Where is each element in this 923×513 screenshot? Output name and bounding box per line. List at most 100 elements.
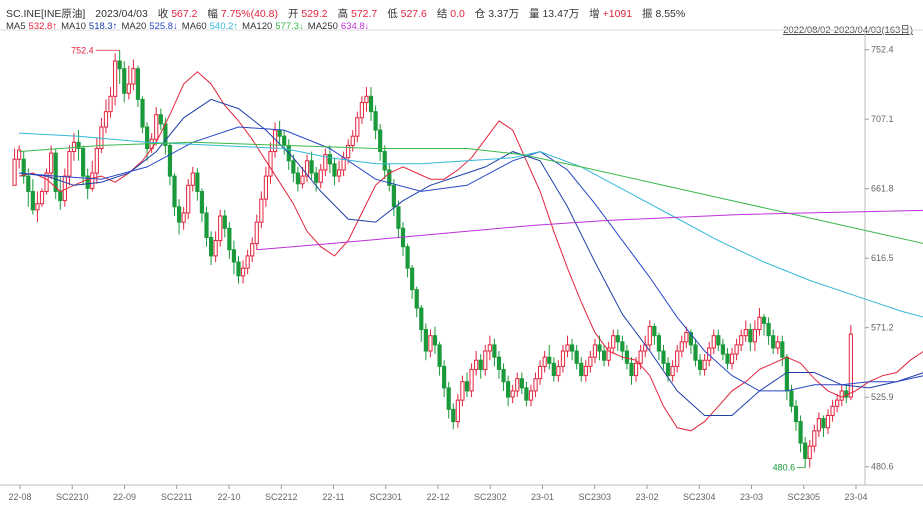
candle-body: [423, 329, 428, 352]
candle-body: [355, 117, 360, 137]
candle-body: [181, 212, 186, 223]
ma-legend-value-ma10: 518.3↑: [88, 21, 118, 32]
symbol: SC.INE[INE原油]: [6, 8, 86, 20]
candle-body: [304, 160, 310, 177]
candle-body: [793, 405, 799, 423]
candle-body: [172, 175, 177, 208]
x-tick-label: 22-11: [322, 492, 344, 502]
volume-value: 13.47万: [542, 8, 580, 20]
y-tick-label: 480.6: [871, 462, 894, 472]
candle-body: [506, 381, 511, 398]
info-bar: SC.INE[INE原油] 2023/04/03 收 567.2 幅 7.75%…: [6, 6, 692, 20]
candle-body: [254, 221, 259, 245]
candle-body: [103, 111, 109, 128]
candle-body: [629, 362, 634, 377]
candle-body: [387, 169, 392, 186]
candle-body: [551, 362, 556, 377]
x-tick-label: SC2211: [161, 492, 193, 502]
x-tick-label: 23-03: [740, 492, 763, 502]
candle-body: [524, 387, 529, 401]
candle-body: [812, 430, 817, 447]
ma-legend-label-ma120: MA120: [242, 21, 273, 32]
candle-body: [789, 390, 794, 407]
candle-body: [131, 68, 136, 85]
candle-body: [391, 184, 396, 208]
candle-body: [314, 172, 319, 183]
candle-body: [295, 172, 301, 185]
volume-field: 量 13.47万: [529, 8, 579, 20]
candle-body: [12, 158, 17, 186]
candle-body: [474, 359, 479, 370]
settle-field: 结 0.0: [437, 8, 465, 20]
candle-body: [702, 359, 707, 370]
ma-legend-value-ma5: 532.8↑: [28, 21, 58, 32]
candle-body: [556, 365, 561, 377]
candle-body: [483, 350, 488, 370]
candle-body: [547, 356, 552, 364]
candle-body: [76, 141, 81, 149]
x-tick-label: SC2210: [56, 492, 89, 502]
candle-body: [318, 169, 323, 183]
close-value: 567.2: [171, 8, 198, 20]
candle-body: [158, 114, 163, 125]
candle-body: [222, 215, 227, 229]
candle-body: [231, 249, 237, 263]
candle-body: [373, 111, 378, 131]
amplitude-field: 振 8.55%: [642, 8, 685, 20]
candle-body: [190, 172, 195, 186]
candle-body: [729, 353, 735, 364]
candle-body: [574, 350, 579, 364]
candle-body: [633, 362, 639, 377]
candle-body: [419, 307, 424, 331]
candle-body: [263, 175, 269, 200]
candle-body: [410, 267, 415, 291]
oi-change-value: +1091: [602, 8, 633, 20]
candle-body: [601, 350, 607, 361]
ma-line-ma10: [19, 98, 923, 416]
candle-body: [108, 95, 113, 113]
candle-body: [528, 390, 534, 401]
candle-body: [675, 350, 680, 367]
oi-label: 仓: [474, 8, 486, 20]
y-tick-label: 661.8: [871, 184, 894, 194]
candle-body: [382, 151, 387, 171]
candle-body: [208, 236, 214, 257]
candle-body: [734, 344, 739, 355]
candle-body: [67, 151, 72, 177]
candle-body: [58, 190, 63, 202]
candle-body: [117, 60, 122, 70]
candle-body: [583, 365, 588, 377]
oi-value: 3.37万: [488, 8, 520, 20]
y-tick-label: 752.4: [871, 45, 894, 55]
candle-body: [350, 135, 355, 146]
candle-body: [167, 144, 173, 177]
ma-legend-value-ma20: 525.8↓: [149, 21, 178, 32]
candle-body: [396, 206, 401, 229]
ma-legend-label-ma20: MA20: [121, 21, 147, 32]
date: 2023/04/03: [95, 8, 148, 20]
candle-body: [693, 344, 698, 361]
candle-body: [784, 356, 789, 392]
candle-body: [766, 322, 771, 337]
candle-body: [684, 332, 689, 343]
candle-body: [195, 172, 200, 192]
high-marker-label: 752.4: [71, 45, 94, 55]
low-value: 527.6: [400, 8, 427, 20]
candle-body: [464, 381, 470, 392]
candle-body: [460, 381, 465, 401]
x-tick-label: SC2212: [265, 492, 298, 502]
ma-line-ma20: [19, 126, 923, 392]
candle-body: [245, 255, 250, 269]
open-label: 开: [287, 8, 299, 20]
low-label: 低: [387, 8, 398, 20]
settle-label: 结: [436, 8, 448, 20]
candle-body: [49, 152, 54, 174]
candle-body: [492, 344, 497, 358]
candle-body: [775, 341, 780, 349]
x-tick-label: 22-10: [217, 492, 240, 502]
candle-body: [720, 344, 726, 355]
candle-body: [154, 114, 159, 140]
candle-body: [597, 344, 602, 352]
x-tick-label: 23-04: [844, 492, 867, 502]
